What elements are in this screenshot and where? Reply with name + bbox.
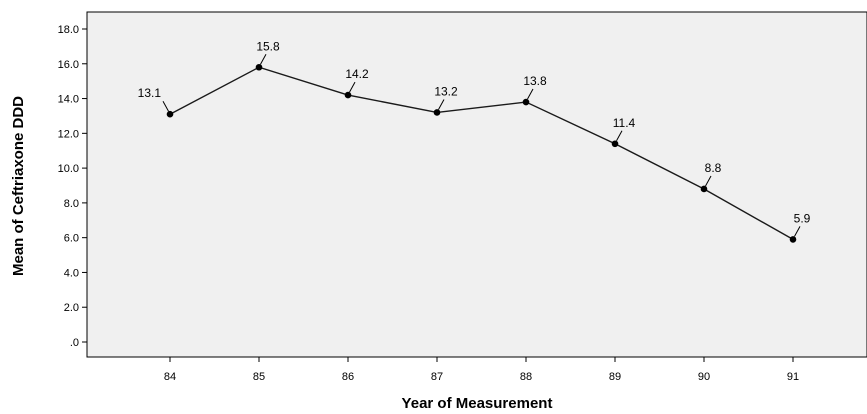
series-line (169, 66, 794, 241)
x-tick-label: 87 (431, 371, 443, 383)
x-tick-label: 90 (698, 371, 710, 383)
y-tick-label: 12.0 (58, 128, 79, 140)
x-axis-ticks: 84 85 86 87 88 89 90 91 (164, 357, 799, 383)
y-tick-label: 8.0 (64, 198, 79, 210)
y-tick-label: 18.0 (58, 24, 79, 36)
data-point (789, 236, 797, 243)
x-tick-label: 85 (253, 371, 265, 383)
data-label: 15.8 (256, 39, 280, 53)
data-point (344, 91, 352, 99)
data-label: 14.2 (345, 67, 369, 81)
x-tick-label: 91 (787, 371, 799, 383)
y-tick-label: 14.0 (58, 94, 79, 106)
y-axis-ticks: .0 2.0 4.0 6.0 8.0 10.0 12.0 14.0 16.0 18.0 (58, 24, 87, 349)
series-group: 13.1 15.8 14.2 13.2 13.8 11.4 8.8 5.9 (138, 39, 811, 243)
data-label: 11.4 (613, 116, 636, 130)
x-tick-label: 86 (342, 371, 354, 383)
y-axis-title: Mean of Ceftriaxone DDD (10, 96, 27, 276)
data-label: 13.8 (523, 74, 547, 88)
x-axis-title: Year of Measurement (402, 395, 553, 412)
x-tick-label: 89 (609, 371, 621, 383)
data-point (700, 185, 708, 193)
y-tick-label: 16.0 (58, 59, 79, 71)
data-label: 5.9 (794, 211, 811, 225)
data-point (522, 98, 530, 106)
data-label-leader (162, 100, 169, 112)
data-label-leader (438, 99, 445, 110)
data-point (166, 110, 174, 118)
y-tick-label: .0 (70, 337, 79, 349)
y-tick-label: 2.0 (64, 302, 79, 314)
data-label-leader (616, 130, 623, 142)
data-point (611, 140, 619, 148)
data-label: 8.8 (705, 161, 722, 175)
data-label: 13.1 (138, 86, 162, 100)
data-point (255, 63, 263, 71)
data-label-leader (705, 175, 712, 187)
y-tick-label: 10.0 (58, 163, 79, 175)
data-label-leader (349, 81, 356, 93)
data-label-leader (794, 226, 801, 237)
data-point (433, 109, 441, 116)
data-label-leader (260, 54, 267, 65)
data-label-leader (527, 88, 534, 100)
y-tick-label: 4.0 (64, 267, 79, 279)
data-label: 13.2 (434, 84, 458, 98)
plot-area (86, 11, 867, 358)
y-tick-label: 6.0 (64, 233, 79, 245)
x-tick-label: 88 (520, 371, 532, 383)
x-tick-label: 84 (164, 371, 176, 383)
